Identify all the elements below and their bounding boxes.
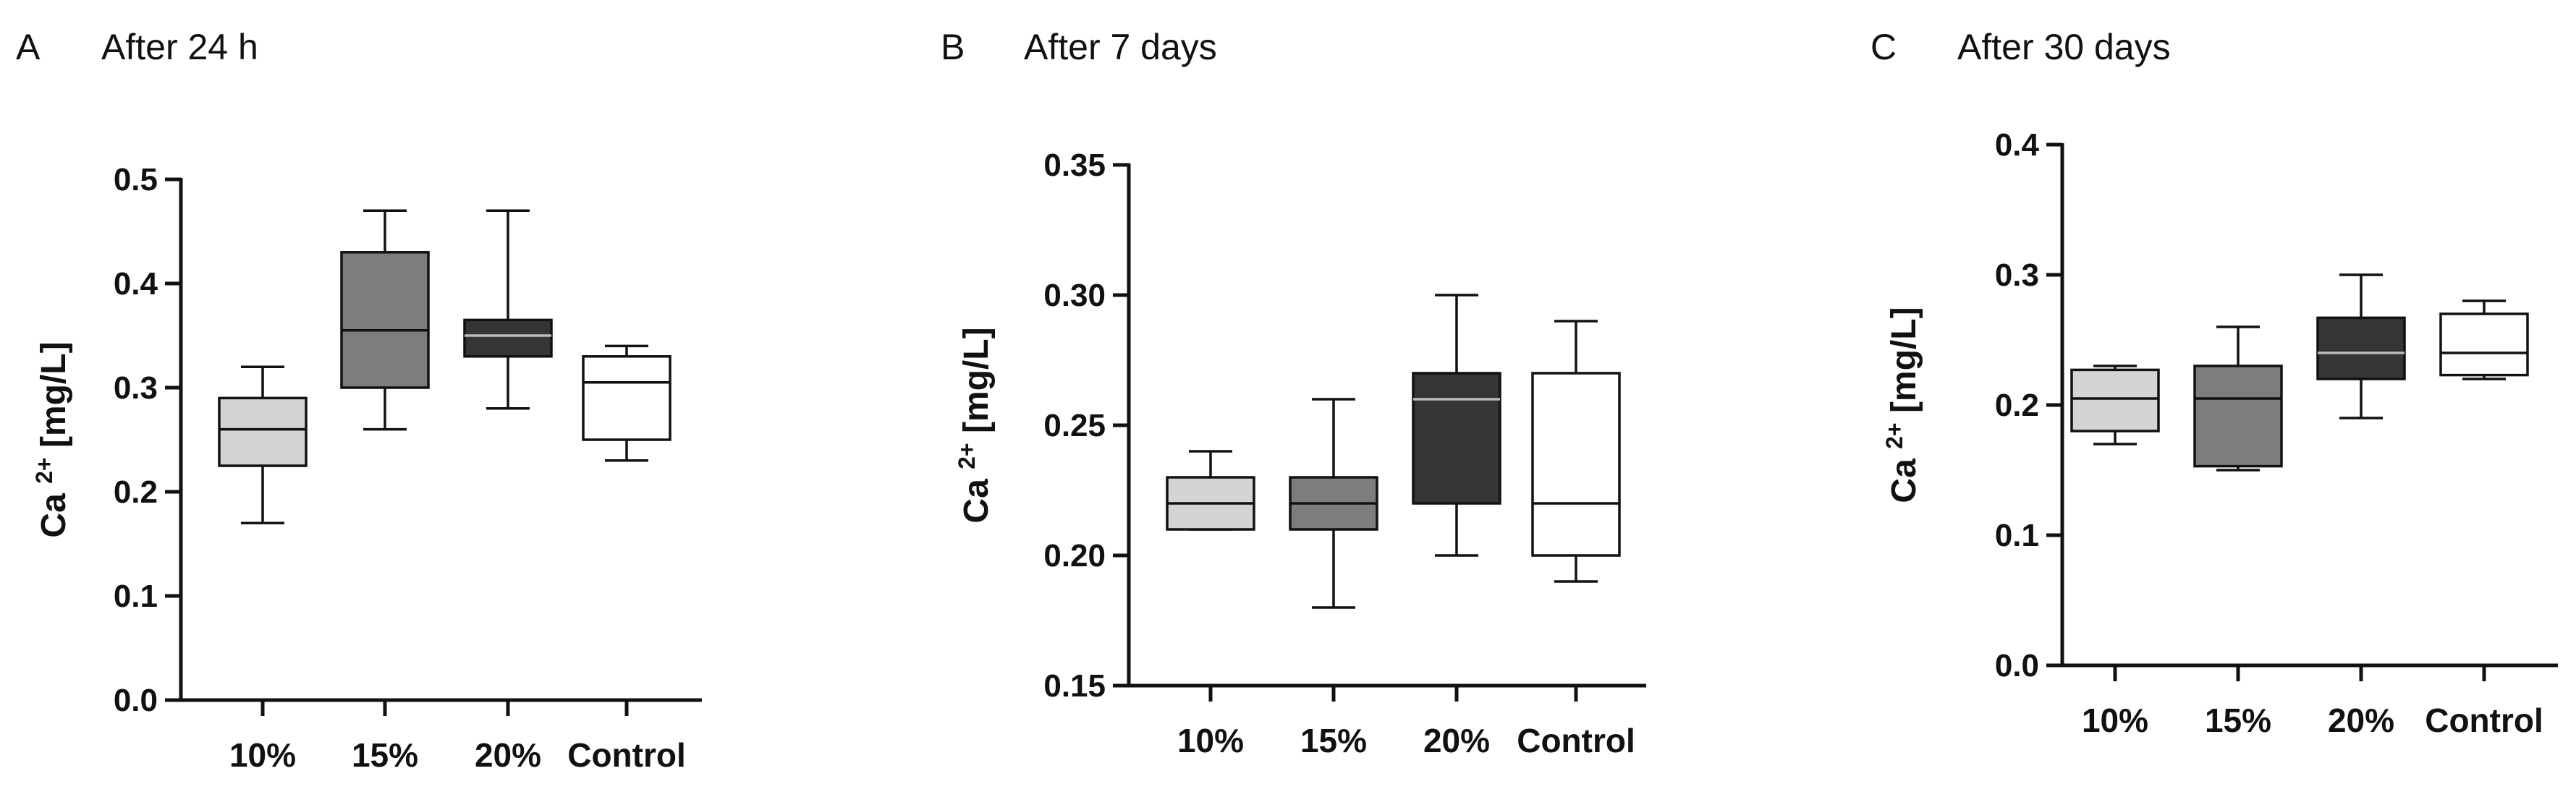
y-tick-label: 0.4 bbox=[1995, 127, 2040, 163]
y-axis-label: Ca 2+ [mg/L] bbox=[954, 327, 996, 523]
box-control: Control bbox=[1517, 320, 1635, 759]
y-axis-label-unit: [mg/L] bbox=[1885, 307, 1923, 422]
y-axis-label-superscript: 2+ bbox=[954, 443, 980, 469]
x-category-label: 15% bbox=[352, 736, 418, 774]
y-tick-label: 0.1 bbox=[1995, 518, 2039, 553]
x-category-label: 15% bbox=[1300, 722, 1367, 759]
panel-title: After 7 days bbox=[1024, 27, 1217, 67]
iqr-box bbox=[2193, 365, 2283, 468]
y-axis-label: Ca 2+ [mg/L] bbox=[31, 341, 73, 537]
panel-c: C After 30 days 0.0 0.1 0.2 0.3 0.4 Ca 2+ [mg/L… bbox=[1870, 27, 2558, 739]
box-control: Control bbox=[2425, 299, 2543, 739]
box-20pct: 20% bbox=[1412, 294, 1501, 759]
iqr-box bbox=[340, 251, 430, 389]
iqr-box bbox=[463, 318, 553, 358]
box-15pct: 15% bbox=[1289, 398, 1378, 759]
y-axis-label-base: Ca bbox=[1885, 449, 1923, 503]
iqr-box bbox=[2316, 316, 2406, 380]
y-axis-label-unit: [mg/L] bbox=[35, 341, 73, 457]
box-10pct: 10% bbox=[1166, 450, 1255, 759]
x-category-label: 15% bbox=[2205, 702, 2271, 739]
y-tick-label: 0.35 bbox=[1043, 148, 1106, 183]
iqr-box bbox=[2070, 368, 2160, 432]
y-axis-label-unit: [mg/L] bbox=[957, 327, 996, 443]
y-tick-label: 0.3 bbox=[114, 370, 158, 406]
iqr-box bbox=[1531, 372, 1621, 557]
panel-a: A After 24 h 0.0 0.1 0.2 0.3 0.4 0.5 Ca 2+ [mg/L… bbox=[16, 27, 702, 774]
x-category-label: Control bbox=[2425, 702, 2543, 739]
x-category-label: 20% bbox=[475, 736, 541, 774]
panel-letter: C bbox=[1870, 27, 1897, 67]
panel-title: After 30 days bbox=[1957, 27, 2171, 67]
box-10pct: 10% bbox=[2070, 365, 2160, 739]
x-category-label: 10% bbox=[2082, 702, 2148, 739]
y-tick-label: 0.30 bbox=[1043, 278, 1106, 313]
box-15pct: 15% bbox=[340, 209, 430, 774]
box-15pct: 15% bbox=[2193, 325, 2283, 739]
x-category-label: 10% bbox=[229, 736, 296, 774]
panel-b: B After 7 days 0.15 0.20 0.25 0.30 0.35 Ca 2+ [… bbox=[941, 27, 1646, 759]
iqr-box bbox=[582, 355, 671, 441]
panel-letter: A bbox=[16, 27, 41, 67]
y-axis-label-base: Ca bbox=[957, 469, 996, 524]
y-tick-label: 0.15 bbox=[1043, 668, 1106, 704]
y-tick-label: 0.25 bbox=[1043, 408, 1106, 443]
y-axis-label-superscript: 2+ bbox=[31, 457, 57, 483]
y-tick-label: 0.0 bbox=[1995, 648, 2039, 683]
iqr-box bbox=[218, 396, 308, 467]
y-tick-label: 0.1 bbox=[114, 579, 158, 614]
y-axis-label: Ca 2+ [mg/L] bbox=[1881, 307, 1923, 503]
y-tick-label: 0.5 bbox=[114, 162, 158, 197]
box-20pct: 20% bbox=[2316, 273, 2406, 739]
y-tick-label: 0.2 bbox=[1995, 388, 2039, 423]
box-20pct: 20% bbox=[463, 209, 553, 774]
y-tick-label: 0.0 bbox=[114, 683, 158, 718]
panel-letter: B bbox=[941, 27, 965, 67]
x-category-label: Control bbox=[567, 736, 686, 774]
y-tick-label: 0.20 bbox=[1043, 538, 1106, 574]
box-10pct: 10% bbox=[218, 365, 308, 774]
y-tick-label: 0.4 bbox=[114, 266, 158, 302]
panel-title: After 24 h bbox=[101, 27, 258, 67]
y-tick-label: 0.3 bbox=[1995, 257, 2039, 293]
box-control: Control bbox=[567, 344, 686, 774]
y-axis-label-superscript: 2+ bbox=[1881, 422, 1907, 448]
x-category-label: Control bbox=[1517, 722, 1635, 759]
y-tick-label: 0.2 bbox=[114, 474, 158, 510]
x-category-label: 10% bbox=[1177, 722, 1244, 759]
y-axis-label-base: Ca bbox=[35, 484, 73, 538]
x-category-label: 20% bbox=[1423, 722, 1490, 759]
iqr-box bbox=[2439, 312, 2529, 377]
x-category-label: 20% bbox=[2328, 702, 2394, 739]
iqr-box bbox=[1412, 372, 1501, 505]
